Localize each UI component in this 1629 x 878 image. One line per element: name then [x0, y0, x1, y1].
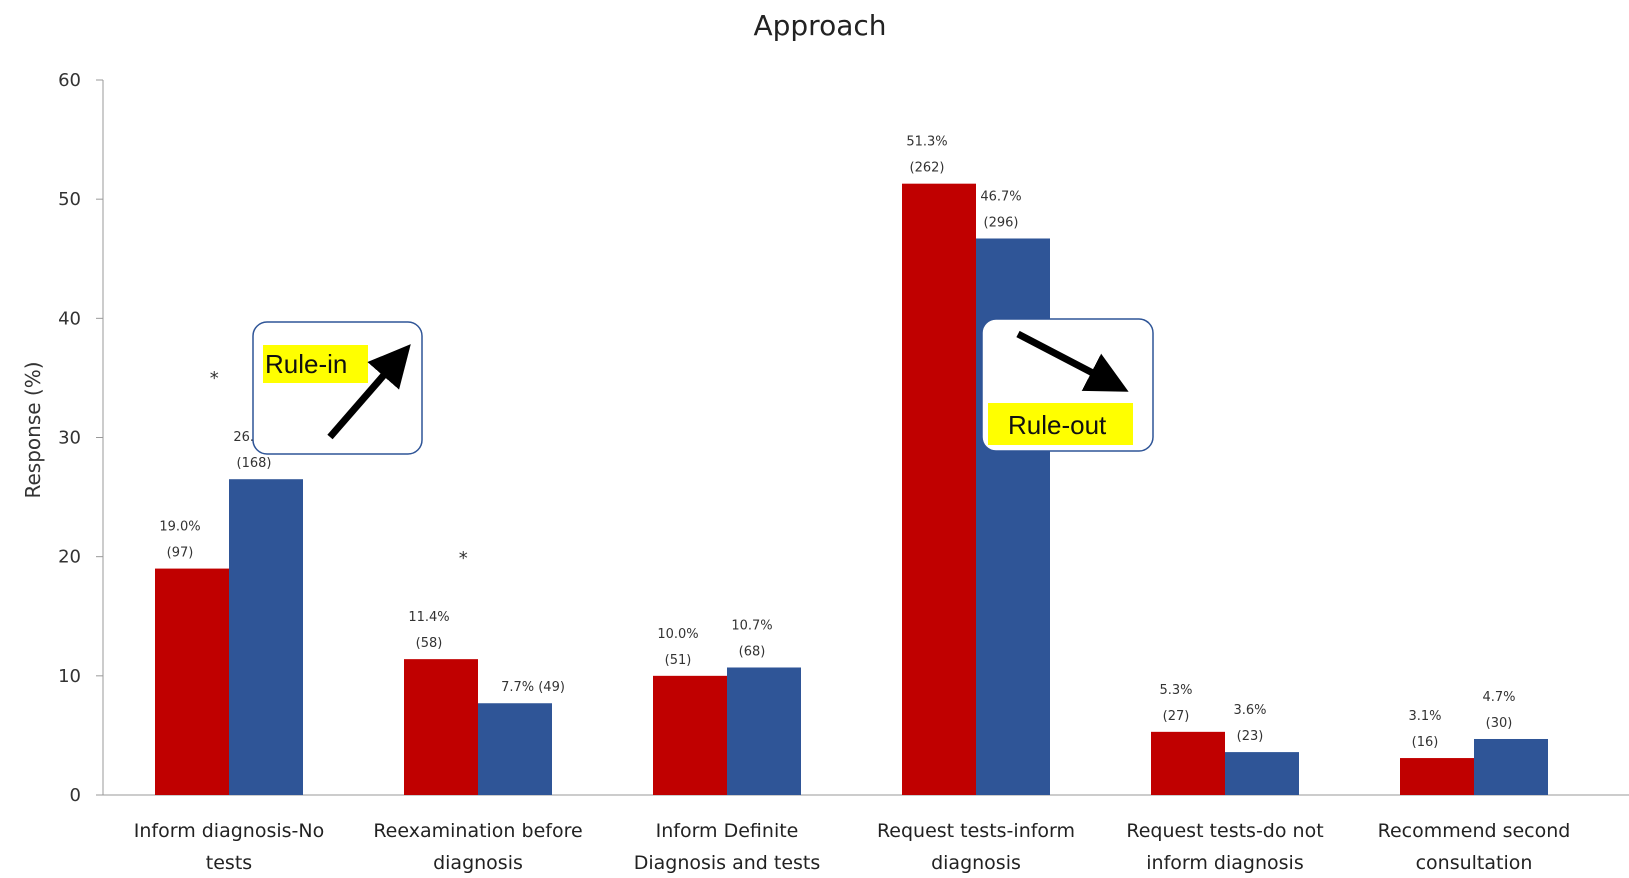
rule-out-callout: Rule-out — [981, 318, 1154, 452]
bar — [902, 183, 976, 796]
data-label: (51) — [665, 653, 692, 668]
category-label: diagnosis — [433, 852, 523, 874]
data-labels: 19.0% (97) 11.4% (58) 10.0% (51) 51.3% (262) 5.3… — [159, 135, 1515, 750]
data-label: 5.3% — [1159, 683, 1192, 698]
rule-in-callout: Rule-in — [252, 321, 423, 455]
rule-out-arrow-icon — [1016, 330, 1129, 392]
bar — [404, 659, 478, 795]
data-label: 19.0% — [159, 520, 200, 535]
significance-marker: * — [459, 548, 468, 569]
y-tick-label: 20 — [58, 547, 81, 568]
rule-in-highlight — [263, 345, 368, 383]
rule-in-callout-box — [252, 321, 423, 455]
rule-in-text: Rule-in — [265, 349, 347, 379]
data-label: 10.7% — [731, 618, 772, 633]
bar — [229, 479, 303, 795]
data-label: (262) — [910, 161, 945, 176]
data-label: 3.1% — [1408, 709, 1441, 724]
data-label: 10.0% — [657, 627, 698, 642]
bar — [727, 667, 801, 795]
rule-out-text: Rule-out — [1008, 410, 1107, 440]
bar — [1151, 731, 1225, 795]
data-label: (97) — [167, 546, 194, 561]
y-tick-label: 40 — [58, 308, 81, 329]
bar — [1400, 758, 1474, 795]
data-label: 3.6% — [1233, 703, 1266, 718]
data-label: (27) — [1163, 709, 1190, 724]
bar — [478, 703, 552, 795]
bar — [1225, 752, 1299, 795]
data-label: (168) — [237, 456, 272, 471]
data-label: 11.4% — [408, 610, 449, 625]
category-labels: Inform diagnosis-No tests Reexamination be… — [134, 820, 1571, 874]
data-label: 51.3% — [906, 135, 947, 150]
significance-markers: ** — [210, 368, 468, 569]
data-label: (30) — [1486, 716, 1513, 731]
chart-title: Approach — [753, 9, 886, 42]
data-label: 4.7% — [1482, 690, 1515, 705]
y-tick-label: 0 — [70, 785, 81, 806]
data-label: (16) — [1412, 735, 1439, 750]
category-label: Request tests-do not — [1126, 820, 1323, 842]
data-label: (23) — [1237, 729, 1264, 744]
category-label: consultation — [1416, 852, 1533, 874]
category-label: diagnosis — [931, 852, 1021, 874]
rule-in-arrow-icon — [327, 344, 411, 440]
y-tick-label: 10 — [58, 666, 81, 687]
category-label: Diagnosis and tests — [634, 852, 821, 874]
y-tick-label: 30 — [58, 428, 81, 449]
y-axis: 0 10 20 30 40 50 60 — [58, 70, 1629, 806]
bars — [155, 183, 1548, 796]
category-label: Inform diagnosis-No — [134, 820, 324, 842]
bar — [653, 675, 727, 795]
data-label: (296) — [984, 215, 1019, 230]
category-label: Recommend second — [1378, 820, 1571, 842]
bar — [1474, 738, 1548, 795]
category-label: inform diagnosis — [1146, 852, 1303, 874]
data-label: 7.7% (49) — [501, 680, 565, 695]
data-label: 46.7% — [980, 189, 1021, 204]
category-label: tests — [206, 852, 252, 874]
data-label: (58) — [416, 636, 443, 651]
y-tick-label: 50 — [58, 189, 81, 210]
category-label: Reexamination before — [373, 820, 582, 842]
category-label: Request tests-inform — [877, 820, 1075, 842]
significance-marker: * — [210, 368, 219, 389]
rule-out-highlight — [988, 403, 1133, 445]
y-tick-label: 60 — [58, 70, 81, 91]
y-axis-label: Response (%) — [21, 361, 45, 498]
category-label: Inform Definite — [656, 820, 799, 842]
bar — [155, 568, 229, 795]
data-label: (68) — [739, 644, 766, 659]
